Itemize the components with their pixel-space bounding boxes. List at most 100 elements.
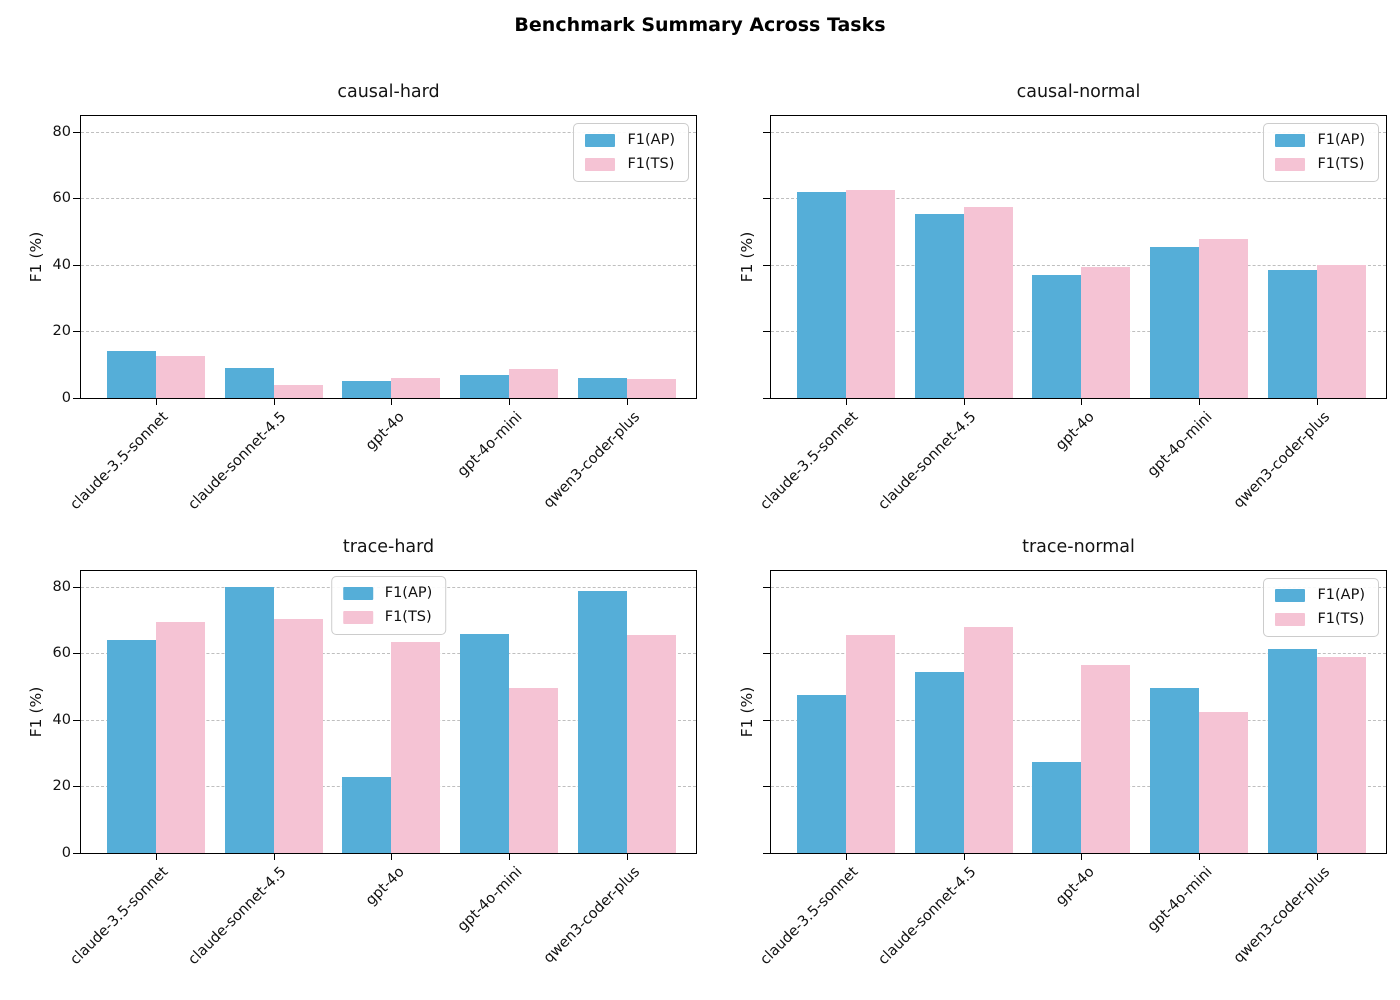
figure-title: Benchmark Summary Across Tasks: [514, 14, 886, 36]
subplot-causal-hard: causal-hard 0 20 40 60 80 F1 (%) claude-3.5-son…: [27, 82, 697, 513]
bar-f1-ts-claude-sonnet-4.5: [273, 385, 323, 398]
y-tick-label: 20: [52, 323, 71, 340]
bar-f1-ap-qwen3-coder-plus: [1268, 648, 1318, 853]
x-axis-tick: [391, 853, 393, 860]
y-axis-label: F1 (%): [27, 231, 45, 283]
gridline-y20: [81, 331, 696, 333]
x-axis-tick: [845, 398, 847, 405]
legend-item: F1(TS): [1275, 612, 1365, 627]
subplot-trace-hard: trace-hard 0 20 40 60 80 F1 (%) claude-3.5-sonn…: [27, 537, 697, 968]
x-axis-tick: [273, 398, 275, 405]
x-tick-label: gpt-4o: [362, 409, 408, 454]
subplot-trace-normal: trace-normal F1 (%) claude-3.5-sonnet claud…: [738, 537, 1387, 968]
bar-f1-ap-qwen3-coder-plus: [1268, 270, 1318, 398]
subplot-title: trace-hard: [342, 537, 435, 557]
bar-f1-ts-gpt-4o-mini: [509, 369, 559, 398]
y-tick-label: 60: [52, 190, 71, 207]
bar-f1-ts-gpt-4o: [1081, 664, 1131, 853]
bar-f1-ap-claude-sonnet-4.5: [914, 213, 964, 398]
y-tick-label: 80: [52, 578, 71, 595]
x-tick-label: gpt-4o: [362, 864, 408, 909]
y-axis-tick: [763, 331, 771, 333]
gridline-y80: [771, 131, 1386, 133]
x-tick-label: gpt-4o: [1052, 864, 1098, 909]
bar-f1-ap-claude-3.5-sonnet: [106, 640, 156, 853]
y-axis-label: F1 (%): [738, 231, 756, 283]
y-axis-tick: [73, 331, 81, 333]
y-axis-tick: [763, 786, 771, 788]
bar-f1-ap-claude-sonnet-4.5: [224, 586, 274, 853]
y-axis-tick: [73, 653, 81, 655]
x-tick-label: claude-sonnet-4.5: [875, 409, 980, 514]
bar-f1-ap-qwen3-coder-plus: [578, 377, 628, 398]
subplot-title: trace-normal: [1022, 537, 1135, 557]
legend-item: F1(AP): [585, 133, 675, 148]
y-tick-label: 0: [61, 390, 71, 406]
y-axis-label: F1 (%): [27, 686, 45, 738]
gridline-y60: [81, 653, 696, 655]
gridline-y60: [771, 653, 1386, 655]
x-axis-tick: [155, 853, 157, 860]
bar-f1-ts-claude-3.5-sonnet: [845, 634, 895, 853]
bar-f1-ap-gpt-4o-mini: [460, 633, 510, 853]
x-axis-tick: [845, 853, 847, 860]
gridline-y80: [771, 586, 1386, 588]
y-axis-tick: [73, 198, 81, 200]
legend-item: F1(TS): [342, 609, 433, 625]
legend-label: F1(AP): [627, 132, 675, 148]
bar-f1-ts-gpt-4o-mini: [1199, 239, 1249, 398]
y-tick-label: 40: [52, 256, 71, 273]
x-axis-tick: [391, 398, 393, 405]
x-tick-label: qwen3-coder-plus: [541, 409, 644, 512]
bar-f1-ap-gpt-4o-mini: [1150, 247, 1200, 398]
subplot-title: causal-normal: [1016, 82, 1141, 102]
x-tick-label: claude-3.5-sonnet: [757, 864, 862, 969]
y-axis-tick: [763, 398, 771, 399]
y-axis-tick: [763, 653, 771, 655]
y-axis-tick: [73, 719, 81, 721]
legend-label: F1(TS): [1317, 156, 1365, 172]
x-tick-label: qwen3-coder-plus: [1231, 409, 1334, 512]
y-axis-tick: [73, 264, 81, 266]
x-axis-tick: [1199, 398, 1201, 405]
bar-f1-ts-gpt-4o-mini: [1199, 712, 1249, 853]
legend-swatch-f1-ts: [585, 158, 616, 171]
bar-f1-ap-gpt-4o: [342, 380, 392, 398]
bar-f1-ts-claude-sonnet-4.5: [273, 619, 323, 853]
legend-label: F1(AP): [1317, 587, 1365, 603]
x-tick-label: gpt-4o-mini: [1144, 409, 1216, 480]
legend-label: F1(AP): [384, 585, 433, 601]
gridline-y80: [81, 131, 696, 133]
x-tick-label: claude-sonnet-4.5: [875, 864, 980, 969]
x-axis-tick: [509, 398, 511, 405]
y-tick-label: 20: [52, 778, 71, 795]
legend-item: F1(TS): [1275, 157, 1365, 172]
bar-f1-ts-claude-3.5-sonnet: [155, 621, 205, 853]
x-tick-label: gpt-4o-mini: [454, 864, 526, 935]
bar-f1-ap-gpt-4o: [1032, 274, 1082, 398]
bar-f1-ap-qwen3-coder-plus: [578, 590, 628, 853]
legend-label: F1(TS): [384, 609, 432, 625]
bar-f1-ts-qwen3-coder-plus: [1317, 264, 1367, 398]
subplot-title: causal-hard: [337, 82, 440, 102]
x-axis-tick: [1199, 853, 1201, 860]
bar-f1-ts-claude-3.5-sonnet: [845, 190, 895, 398]
x-axis-tick: [1081, 398, 1083, 405]
bar-f1-ts-claude-3.5-sonnet: [155, 356, 205, 398]
y-tick-label: 80: [52, 123, 71, 140]
y-axis-tick: [763, 198, 771, 200]
gridline-y60: [771, 198, 1386, 200]
bar-f1-ts-gpt-4o: [1081, 267, 1131, 398]
bar-f1-ap-claude-3.5-sonnet: [106, 351, 156, 398]
legend: F1(AP) F1(TS): [330, 576, 447, 635]
x-tick-label: claude-sonnet-4.5: [185, 864, 290, 969]
gridline-y40: [81, 719, 696, 721]
bar-f1-ap-claude-3.5-sonnet: [796, 191, 846, 398]
bar-f1-ts-qwen3-coder-plus: [627, 634, 677, 853]
legend-item: F1(TS): [585, 157, 675, 172]
x-axis-tick: [627, 853, 629, 860]
y-axis-tick: [73, 398, 81, 399]
x-tick-label: claude-sonnet-4.5: [185, 409, 290, 514]
subplot-causal-normal: causal-normal F1 (%) claude-3.5-sonnet clau…: [738, 82, 1387, 513]
